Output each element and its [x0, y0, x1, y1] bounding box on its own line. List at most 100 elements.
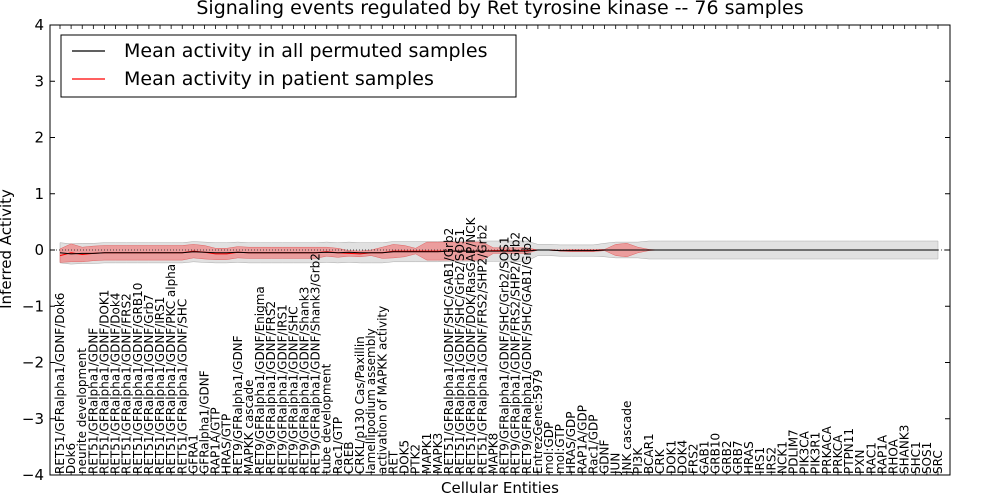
x-tick-label: PRKCA [831, 434, 845, 474]
x-tick-label: IRS1 [753, 447, 767, 474]
x-tick-label: lamellipodium assembly [364, 328, 378, 474]
x-tick-label: GDNF [598, 439, 612, 474]
x-tick-label: PIK3R1 [809, 432, 823, 474]
y-tick-label: 3 [34, 72, 44, 90]
x-tick-label: RET51/GFRalpha1/GDNF/SHC [175, 299, 189, 474]
x-axis-label: Cellular Entities [441, 479, 559, 497]
x-tick-label: PTPN11 [842, 428, 856, 474]
x-tick-label: Rac1/GDP [587, 415, 601, 474]
x-tick-label: GAB1 [698, 441, 712, 474]
x-tick-label: RET51/GFRalpha1/GDNF [86, 328, 100, 474]
x-tick-label: JUN [609, 453, 623, 475]
x-tick-label: CRKL/p130 Cas/Paxillin [353, 336, 367, 474]
x-tick-label: activation of MAPKK activity [375, 306, 389, 474]
x-tick-label: RET51/GFRalpha1/GDNF/FRS2/SHP2/Grb2 [475, 224, 489, 474]
x-tick-label: Dok6 [64, 443, 78, 474]
x-tick-label: RET9/GFRalpha1/GDNF/Shank3 [298, 287, 312, 474]
x-tick-label: PDLIM7 [787, 429, 801, 474]
x-tick-label: tube development [320, 363, 334, 474]
x-tick-label: GFRA1 [186, 434, 200, 474]
x-tick-label: MAPKK cascade [242, 379, 256, 474]
x-tick-label: RET51/GFRalpha1/GDNF/IRS1 [153, 297, 167, 474]
x-tick-label: GFRalpha1/GDNF [198, 370, 212, 474]
x-tick-label: RET9/GFRalpha1/GDNF/Enigma [253, 286, 267, 474]
x-tick-label: RET51/GFRalpha1/GDNF/SHC/GAB1/Grb2 [442, 228, 456, 474]
y-tick-label: 1 [34, 185, 44, 203]
x-tick-label: RET51/GFRalpha1/GDNF/Dok6 [53, 293, 67, 474]
y-tick-label: 0 [34, 241, 44, 259]
x-tick-label: mol:GTP [553, 424, 567, 474]
y-tick-label: −1 [22, 297, 44, 315]
x-tick-label: FRS2 [687, 444, 701, 475]
y-tick-label: 4 [34, 16, 44, 34]
x-tick-label: HRAS/GTP [220, 414, 234, 474]
y-tick-label: 2 [34, 129, 44, 147]
x-tick-label: NCK1 [775, 441, 789, 474]
x-tick-label: RET9/GFRalpha1/GDNF/FRS2/SHP2/Grb2 [509, 232, 523, 474]
legend-label-patient: Mean activity in patient samples [124, 68, 434, 90]
x-tick-label: SHANK3 [898, 425, 912, 474]
x-tick-label: RAP1A/GDP [575, 405, 589, 474]
x-tick-label: HRAS [742, 441, 756, 474]
x-tick-label: RHOA [887, 438, 901, 474]
x-tick-label: MAPK3 [431, 433, 445, 474]
x-tick-label: HRAS/GDP [564, 411, 578, 474]
x-tick-label: EntrezGene:5979 [531, 370, 545, 475]
x-tick-label: GRB10 [709, 433, 723, 474]
legend: Mean activity in all permuted samples Me… [60, 34, 517, 98]
y-axis-ticks: −4 −3 −2 −1 0 1 2 3 4 [22, 16, 950, 484]
x-tick-label: mol:GDP [542, 422, 556, 474]
legend-box [60, 34, 517, 98]
confidence-bands [59, 240, 939, 265]
x-tick-label: SOS1 [920, 442, 934, 474]
x-tick-label: neurite development [75, 348, 89, 474]
x-tick-label: CRK [653, 448, 667, 474]
x-tick-label: DOK1 [664, 440, 678, 474]
x-tick-label: PI3K [631, 447, 645, 474]
x-tick-label: RET9/GFRalpha1/GDNF/FRS2 [264, 301, 278, 474]
x-tick-label: RET9/GFRalpha1/GDNF/SHC [286, 306, 300, 474]
x-tick-label: RET51/GFRalpha1/GDNF/DOK1 [98, 290, 112, 474]
x-tick-label: RET51/GFRalpha1/GDNF/GRB10 [131, 283, 145, 474]
x-tick-label: RET9/GFRalpha1/GDNF/IRS1 [275, 304, 289, 474]
x-tick-label: RET9/GFRalpha1/GDNF/Shank3/Grb2 [309, 253, 323, 474]
y-tick-label: −2 [22, 354, 44, 372]
x-tick-label: RET51/GFRalpha1/GDNF/Grb7 [142, 294, 156, 474]
x-tick-label: GRB7 [731, 440, 745, 474]
chart-title: Signaling events regulated by Ret tyrosi… [196, 0, 803, 19]
x-tick-label: DOK4 [675, 440, 689, 474]
x-tick-label: RAC1 [864, 442, 878, 474]
x-tick-label: RET51/GFRalpha1/GDNF/Dok4 [109, 293, 123, 474]
legend-label-permuted: Mean activity in all permuted samples [124, 40, 487, 62]
x-tick-label: SRC [931, 450, 945, 474]
x-tick-label: JNK cascade [620, 401, 634, 475]
x-tick-label: RET9/GFRalpha1/GDNF/SHC/Grb2/SOS1 [498, 236, 512, 474]
x-tick-label: RAP1A [875, 434, 889, 474]
x-tick-label: CREB [342, 441, 356, 474]
x-tick-label: SHC1 [909, 441, 923, 474]
series-lines [50, 249, 950, 257]
x-tick-label: PTK2 [409, 444, 423, 474]
x-tick-label: MAPK8 [486, 433, 500, 474]
x-axis-ticks [59, 25, 939, 475]
x-tick-label: Rac1/GTP [331, 417, 345, 474]
y-tick-label: −3 [22, 410, 44, 428]
x-tick-label: RET [386, 450, 400, 474]
x-tick-label: IRS2 [764, 447, 778, 474]
permuted-line [59, 249, 938, 255]
x-tick-label: PIK3CA [798, 430, 812, 474]
x-tick-label: MAPK1 [420, 433, 434, 474]
y-axis-label: Inferred Activity [0, 189, 15, 309]
x-tick-label: PRKACA [820, 425, 834, 474]
y-tick-label: −4 [22, 466, 44, 484]
x-tick-label: RET51/GFRalpha1/GDNF/DOK/RasGAP/NCK [464, 216, 478, 474]
x-tick-label: GRB2 [720, 440, 734, 474]
x-tick-label: DOK5 [398, 440, 412, 474]
x-tick-label: RET51/GFRalpha1/GDNF/PKC alpha [164, 264, 178, 474]
x-tick-label: RET9/GFRalpha1/GDNF/SHC/GAB1/Grb2 [520, 235, 534, 474]
x-tick-label: RET51/GFRalpha1/GDNF/FRS2 [120, 293, 134, 474]
x-tick-label: RET9/GFRalpha1/GDNF [231, 335, 245, 474]
x-tick-label: BCAR1 [642, 433, 656, 474]
